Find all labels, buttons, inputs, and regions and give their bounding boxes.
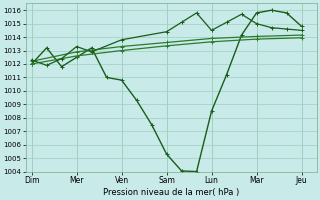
X-axis label: Pression niveau de la mer( hPa ): Pression niveau de la mer( hPa )	[103, 188, 239, 197]
